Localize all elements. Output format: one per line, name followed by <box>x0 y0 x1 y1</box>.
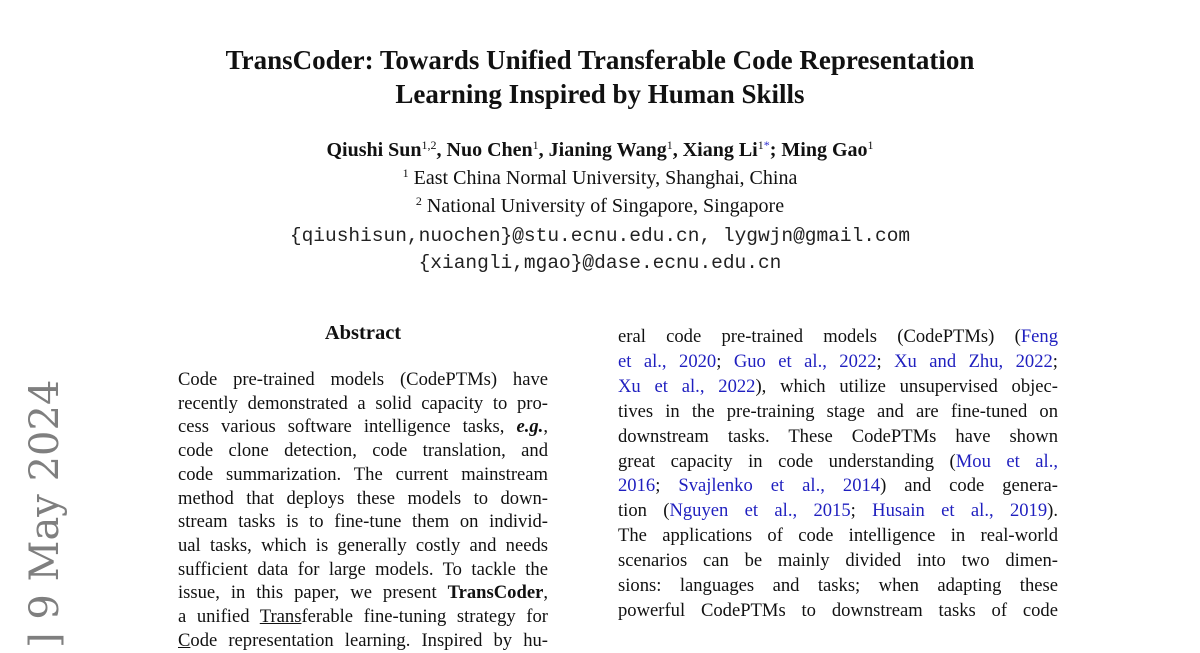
author-name: Nuo Chen <box>446 139 533 161</box>
citation-link[interactable]: Svajlenko et al., 2014 <box>678 475 881 497</box>
text-line: recently demonstrated a solid capacity t… <box>178 392 548 416</box>
text-line: method that deploys these models to down… <box>178 487 548 511</box>
text-segment: ). <box>1047 500 1058 522</box>
text-segment: ; <box>655 475 679 497</box>
author-affiliation-marker: 1 <box>867 138 874 152</box>
text-segment: downstream tasks. These CodePTMs have sh… <box>618 425 1058 447</box>
text-line: great capacity in code understanding (Mo… <box>618 450 1058 474</box>
text-segment: e.g. <box>516 416 544 438</box>
text-line: cess various software intelligence tasks… <box>178 415 548 439</box>
text-segment: a unified <box>178 606 260 627</box>
author-separator: ; <box>769 139 782 161</box>
text-segment: TransCoder <box>447 582 544 604</box>
text-segment: stream tasks is to fine-tune them on ind… <box>178 511 548 533</box>
citation-link[interactable]: Nguyen et al., 2015 <box>669 500 851 522</box>
text-segment: eral code pre-trained models (CodePTMs) … <box>618 326 1021 347</box>
citation-link[interactable]: Guo et al., 2022 <box>733 350 877 372</box>
text-segment: , <box>543 416 548 438</box>
text-segment: C <box>178 629 191 651</box>
text-segment: sufficient data for large models. To tac… <box>178 558 548 580</box>
text-segment: ual tasks, which is generally costly and… <box>178 534 548 556</box>
author-separator: , <box>538 139 549 161</box>
text-segment: tives in the pre-training stage and are … <box>618 400 1058 422</box>
text-line: tion (Nguyen et al., 2015; Husain et al.… <box>618 499 1058 523</box>
text-line: ual tasks, which is generally costly and… <box>178 534 548 558</box>
text-line: sions: languages and tasks; when adaptin… <box>618 574 1058 598</box>
text-segment: ; <box>1052 350 1058 372</box>
affiliation-text: East China Normal University, Shanghai, … <box>413 167 798 189</box>
text-segment: ode representation learning. Inspired by… <box>190 629 548 651</box>
citation-link[interactable]: 2016 <box>618 475 656 497</box>
text-line: Code pre-trained models (CodePTMs) have <box>178 368 548 392</box>
text-line: Code representation learning. Inspired b… <box>178 629 548 653</box>
affiliation-2: 2 National University of Singapore, Sing… <box>0 195 1200 218</box>
author-separator: , <box>672 139 683 161</box>
text-line: Xu et al., 2022), which utilize unsuperv… <box>618 375 1058 399</box>
author-affiliation-marker: 1,2 <box>421 138 437 152</box>
text-segment: powerful CodePTMs to downstream tasks of… <box>618 599 1058 621</box>
corresponding-author-mark[interactable]: * <box>763 138 770 152</box>
text-segment: tion ( <box>618 500 670 522</box>
citation-link[interactable]: Xu et al., 2022 <box>618 375 756 397</box>
text-line: a unified Transferable fine-tuning strat… <box>178 605 548 629</box>
affiliation-marker: 1 <box>402 166 409 180</box>
author-name: Qiushi Sun <box>326 139 422 161</box>
text-segment: ), which utilize unsupervised objec- <box>755 375 1058 397</box>
text-line: 2016; Svajlenko et al., 2014) and code g… <box>618 474 1058 498</box>
text-line: downstream tasks. These CodePTMs have sh… <box>618 425 1058 449</box>
text-segment: ) and code genera- <box>880 475 1058 497</box>
email-line-2: {xiangli,mgao}@dase.ecnu.edu.cn <box>418 252 782 274</box>
text-line: code clone detection, code translation, … <box>178 439 548 463</box>
author-name: Ming Gao <box>781 139 868 161</box>
text-segment: great capacity in code understanding ( <box>618 450 956 472</box>
author-affiliation-marker: 1 <box>757 138 764 152</box>
author-name: Jianing Wang <box>548 139 667 161</box>
affiliation-marker: 2 <box>415 194 422 208</box>
text-segment: ; <box>850 500 873 522</box>
abstract-heading: Abstract <box>324 322 402 344</box>
citation-link[interactable]: Feng <box>1020 326 1058 347</box>
text-line: et al., 2020; Guo et al., 2022; Xu and Z… <box>618 350 1058 374</box>
citation-link[interactable]: Mou et al., <box>955 450 1059 472</box>
text-segment: ; <box>876 350 895 372</box>
author-affiliation-marker: 1 <box>532 138 539 152</box>
paper-title-line-1: TransCoder: Towards Unified Transferable… <box>225 45 975 75</box>
text-segment: code clone detection, code translation, … <box>178 440 548 462</box>
text-segment: The applications of code intelligence in… <box>618 525 1058 547</box>
text-line: The applications of code intelligence in… <box>618 524 1058 548</box>
author-name: Xiang Li <box>682 139 758 161</box>
author-list: Qiushi Sun1,2, Nuo Chen1, Jianing Wang1,… <box>0 139 1200 162</box>
text-segment: code summarization. The current mainstre… <box>178 463 548 485</box>
text-segment: Code pre-trained models (CodePTMs) have <box>178 369 548 390</box>
text-line: tives in the pre-training stage and are … <box>618 400 1058 424</box>
text-segment: , <box>543 582 548 604</box>
citation-link[interactable]: et al., 2020 <box>618 350 717 372</box>
text-line: powerful CodePTMs to downstream tasks of… <box>618 599 1058 623</box>
text-line: stream tasks is to fine-tune them on ind… <box>178 510 548 534</box>
affiliation-1: 1 East China Normal University, Shanghai… <box>0 167 1200 190</box>
author-affiliation-marker: 1 <box>666 138 673 152</box>
text-line: scenarios can be mainly divided into two… <box>618 549 1058 573</box>
email-line-1: {qiushisun,nuochen}@stu.ecnu.edu.cn, lyg… <box>289 225 911 247</box>
text-segment: issue, in this paper, we present <box>178 582 448 604</box>
text-segment: sions: languages and tasks; when adaptin… <box>618 575 1058 596</box>
text-line: code summarization. The current mainstre… <box>178 463 548 487</box>
author-separator: , <box>436 139 447 161</box>
text-segment: ferable fine-tuning strategy for <box>301 606 548 627</box>
citation-link[interactable]: Xu and Zhu, 2022 <box>894 350 1053 372</box>
paper-title-line-2: Learning Inspired by Human Skills <box>395 79 805 109</box>
citation-link[interactable]: Husain et al., 2019 <box>872 500 1048 522</box>
text-segment: method that deploys these models to down… <box>178 487 548 509</box>
affiliation-text: National University of Singapore, Singap… <box>426 195 785 217</box>
text-line: eral code pre-trained models (CodePTMs) … <box>618 325 1058 349</box>
text-segment: recently demonstrated a solid capacity t… <box>178 392 548 414</box>
text-segment: cess various software intelligence tasks… <box>178 416 517 438</box>
text-segment: Trans <box>259 606 302 627</box>
text-segment: ; <box>716 350 734 372</box>
text-segment: scenarios can be mainly divided into two… <box>618 550 1058 572</box>
text-line: sufficient data for large models. To tac… <box>178 558 548 582</box>
text-line: issue, in this paper, we present TransCo… <box>178 581 548 605</box>
arxiv-stamp: ] 9 May 2024 <box>22 379 68 648</box>
